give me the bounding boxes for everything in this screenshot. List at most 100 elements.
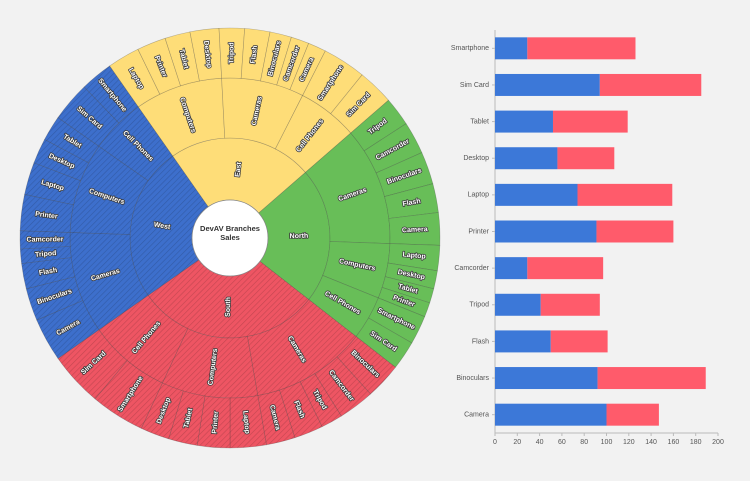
y-tick-label: Camcorder — [454, 265, 489, 272]
segment-label: Tripod — [228, 42, 235, 63]
product-segment — [33, 139, 90, 182]
segment-label: Desktop — [202, 40, 212, 68]
product-segment — [57, 86, 120, 147]
y-tick-label: Desktop — [463, 155, 489, 162]
segment-label: Camera — [402, 226, 428, 234]
bar — [495, 367, 598, 390]
bar — [577, 183, 673, 206]
category-segment — [308, 275, 379, 337]
product-segment — [302, 50, 363, 115]
y-tick-label: Camera — [464, 412, 489, 419]
segment-label: Tripod — [35, 250, 57, 259]
product-segment — [164, 31, 200, 87]
bar — [495, 403, 607, 426]
x-tick-label: 200 — [712, 439, 724, 446]
y-tick-label: Tripod — [469, 302, 489, 309]
bar — [495, 330, 551, 353]
product-segment — [196, 395, 231, 449]
product-segment — [83, 65, 139, 124]
segment-label: Laptop — [241, 410, 250, 434]
product-segment — [363, 123, 423, 174]
bar — [495, 110, 553, 133]
bar — [495, 73, 600, 96]
segment-label: Flash — [250, 45, 259, 64]
bar — [495, 220, 597, 243]
x-tick-label: 80 — [580, 439, 588, 446]
product-segment — [299, 373, 342, 428]
bar — [527, 257, 604, 280]
bar — [540, 293, 600, 316]
segment-label: East — [234, 161, 243, 177]
product-segment — [384, 262, 438, 290]
segment-label: Printer — [35, 211, 59, 221]
y-tick-label: Printer — [468, 228, 489, 235]
x-tick-label: 180 — [690, 439, 702, 446]
bar — [495, 293, 541, 316]
bar — [552, 110, 628, 133]
x-tick-label: 40 — [536, 439, 544, 446]
center-title-box: DevAV Branches Sales — [200, 224, 260, 242]
segment-label: Flash — [39, 267, 58, 277]
bar — [557, 147, 615, 170]
product-segment — [19, 246, 72, 264]
y-tick-label: Binoculars — [456, 375, 489, 382]
segment-label: South — [225, 297, 233, 317]
y-tick-label: Laptop — [468, 192, 490, 199]
product-segment — [25, 276, 84, 321]
product-segment — [168, 390, 206, 446]
segment-label: West — [153, 221, 171, 231]
x-tick-label: 0 — [493, 439, 497, 446]
x-tick-label: 100 — [601, 439, 613, 446]
product-segment — [279, 381, 323, 439]
bar — [597, 367, 706, 390]
product-segment — [289, 42, 326, 96]
category-segment — [69, 145, 149, 235]
product-segment — [36, 300, 100, 359]
center-hole — [191, 199, 269, 277]
category-segment — [98, 106, 174, 182]
product-segment — [44, 117, 100, 164]
y-tick-label: Smartphone — [451, 45, 489, 52]
product-segment — [218, 27, 245, 79]
sunburst — [19, 27, 441, 449]
product-segment — [260, 31, 292, 86]
y-tick-label: Sim Card — [460, 82, 489, 89]
category-segment — [247, 299, 357, 396]
product-segment — [384, 183, 439, 219]
bar — [550, 330, 608, 353]
segment-label: North — [290, 233, 309, 240]
x-tick-label: 120 — [623, 439, 635, 446]
x-tick-label: 140 — [645, 439, 657, 446]
bar — [495, 147, 558, 170]
product-segment — [276, 36, 310, 91]
bar — [527, 37, 636, 60]
product-segment — [375, 152, 434, 197]
segment-label: Printer — [211, 411, 220, 434]
category-segment — [98, 294, 189, 384]
x-tick-label: 60 — [558, 439, 566, 446]
product-segment — [109, 48, 161, 108]
center-title: DevAV Branches Sales — [200, 224, 260, 242]
product-segment — [257, 389, 296, 446]
y-tick-label: Flash — [472, 338, 489, 345]
y-tick-label: Tablet — [470, 118, 489, 125]
product-segment — [189, 27, 222, 82]
bar — [495, 257, 528, 280]
x-tick-label: 160 — [668, 439, 680, 446]
segment-label: Laptop — [402, 251, 426, 260]
product-segment — [137, 37, 181, 95]
bar — [599, 73, 702, 96]
category-segment — [221, 77, 304, 150]
bar — [596, 220, 674, 243]
product-segment — [350, 99, 407, 152]
product-segment — [240, 28, 271, 82]
bar — [495, 37, 528, 60]
bar — [495, 183, 578, 206]
product-segment — [336, 336, 396, 395]
product-segment — [355, 317, 413, 368]
segment-label: Flash — [402, 198, 421, 208]
bar — [606, 403, 659, 426]
segment-label: Camcorder — [26, 236, 63, 243]
